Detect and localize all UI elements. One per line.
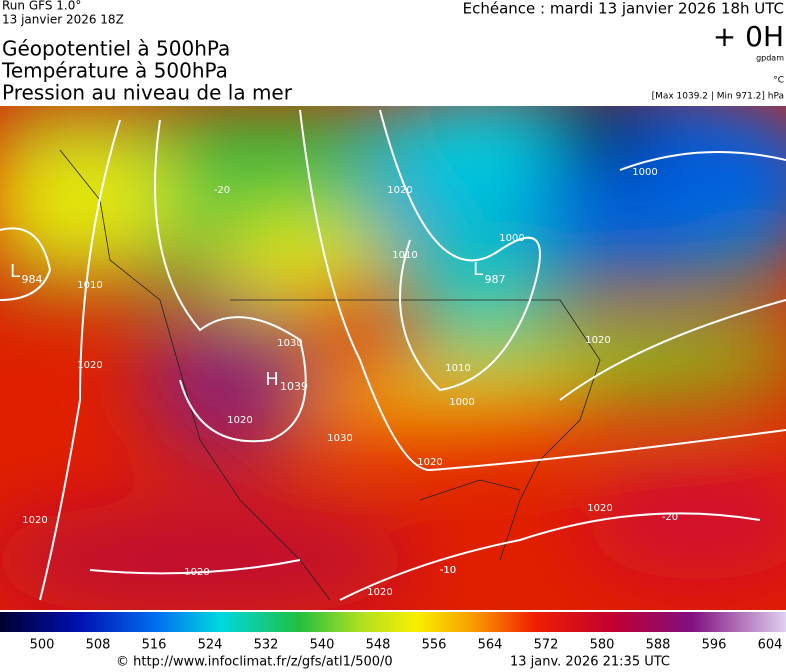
map-label: 1020 bbox=[22, 515, 47, 526]
map-label: 1020 bbox=[77, 360, 102, 371]
map-label: -20 bbox=[214, 185, 230, 196]
map-label: -10 bbox=[440, 565, 456, 576]
map-label: 1020 bbox=[585, 335, 610, 346]
map-label: L bbox=[473, 259, 483, 280]
colorbar-label: 564 bbox=[478, 638, 503, 653]
map-label: 1020 bbox=[184, 567, 209, 578]
unit: gpdam bbox=[756, 54, 784, 63]
map-label: 984 bbox=[22, 273, 43, 286]
colorbar-label: 500 bbox=[30, 638, 55, 653]
map-label: 1010 bbox=[445, 363, 470, 374]
title: Température à 500hPa bbox=[1, 59, 228, 83]
map-label: 1010 bbox=[77, 280, 102, 291]
colorbar-label: 540 bbox=[310, 638, 335, 653]
map-label: H bbox=[265, 369, 279, 390]
unit: °C bbox=[773, 76, 784, 86]
colorbar-label: 580 bbox=[590, 638, 615, 653]
echeance: Echéance : mardi 13 janvier 2026 18h UTC bbox=[463, 0, 784, 18]
map-label: 987 bbox=[485, 273, 506, 286]
colorbar bbox=[0, 612, 786, 632]
colorbar-label: 548 bbox=[366, 638, 391, 653]
map-label: 1000 bbox=[632, 167, 657, 178]
colorbar-label: 516 bbox=[142, 638, 167, 653]
colorbar-label: 588 bbox=[646, 638, 671, 653]
map bbox=[0, 106, 786, 610]
map-label: -20 bbox=[662, 512, 678, 523]
map-label: 1030 bbox=[327, 433, 352, 444]
pressure-range: [Max 1039.2 | Min 971.2] hPa bbox=[652, 92, 784, 102]
colorbar-label: 532 bbox=[254, 638, 279, 653]
map-label: 1020 bbox=[387, 185, 412, 196]
map-label: 1020 bbox=[417, 457, 442, 468]
run-date: 13 janvier 2026 18Z bbox=[2, 13, 124, 27]
map-label: L bbox=[10, 261, 20, 282]
colorbar-label: 604 bbox=[758, 638, 783, 653]
colorbar-label: 556 bbox=[422, 638, 447, 653]
map-label: 1020 bbox=[587, 503, 612, 514]
map-label: 1030 bbox=[277, 338, 302, 349]
map-label: 1039 bbox=[280, 380, 308, 393]
colorbar-label: 524 bbox=[198, 638, 223, 653]
footer-timestamp: 13 janv. 2026 21:35 UTC bbox=[510, 655, 670, 670]
map-label: 1020 bbox=[367, 587, 392, 598]
footer-url: © http://www.infoclimat.fr/z/gfs/atl1/50… bbox=[116, 655, 393, 670]
run: Run GFS 1.0° bbox=[2, 0, 81, 13]
lead-time: + 0H bbox=[713, 20, 784, 53]
colorbar-label: 572 bbox=[534, 638, 559, 653]
title: Pression au niveau de la mer bbox=[2, 81, 293, 105]
colorbar-label: 508 bbox=[86, 638, 111, 653]
map-label: 1010 bbox=[392, 250, 417, 261]
colorbar-label: 596 bbox=[702, 638, 727, 653]
map-label: -10 bbox=[440, 565, 456, 576]
map-label: 1020 bbox=[227, 415, 252, 426]
map-label: 1000 bbox=[499, 233, 524, 244]
map-label: 1000 bbox=[449, 397, 474, 408]
title: Géopotentiel à 500hPa bbox=[2, 37, 230, 61]
